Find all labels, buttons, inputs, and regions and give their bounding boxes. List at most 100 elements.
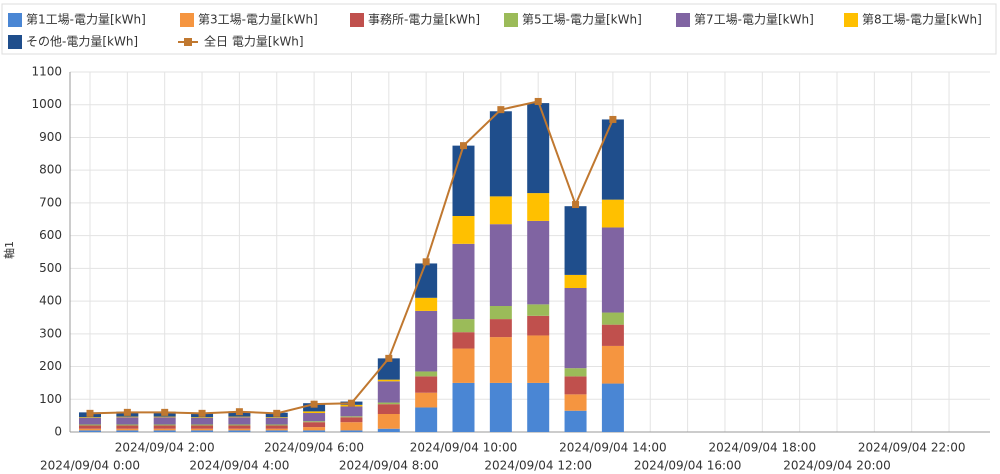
y-axis-label: 軸1 <box>2 241 16 259</box>
bar-segment <box>191 430 214 432</box>
bar-segment <box>116 424 139 426</box>
bar-segment <box>377 379 400 382</box>
bar-segment <box>415 376 438 393</box>
y-tick-label: 500 <box>39 261 62 275</box>
y-tick-label: 600 <box>39 228 62 242</box>
bar-segment <box>527 382 550 432</box>
x-tick-label: 2024/09/04 12:00 <box>484 459 592 473</box>
bar-segment <box>377 428 400 432</box>
line-marker <box>123 408 131 416</box>
bar-segment <box>452 348 475 383</box>
bar-segment <box>265 430 288 432</box>
bar-segment <box>452 332 475 349</box>
bar-segment <box>228 417 251 425</box>
legend-swatch <box>8 13 22 27</box>
bar-segment <box>79 430 101 432</box>
legend-label: 第5工場-電力量[kWh] <box>522 13 642 27</box>
bar-segment <box>303 430 326 432</box>
bar-segment <box>265 425 288 429</box>
bar-segment <box>153 416 176 418</box>
x-tick-label: 2024/09/04 14:00 <box>559 441 667 455</box>
bar-segment <box>228 425 251 429</box>
bar-segment <box>116 416 139 418</box>
bar-segment <box>527 335 550 383</box>
legend-swatch <box>504 13 518 27</box>
line-marker <box>310 400 318 408</box>
y-tick-label: 1100 <box>31 65 62 79</box>
bar-segment <box>452 382 475 432</box>
bar-segment <box>265 428 288 431</box>
bar-segment <box>489 111 512 197</box>
bar-segment <box>116 425 139 429</box>
bar-segment <box>79 424 101 426</box>
line-marker <box>385 354 393 362</box>
bar-segment <box>153 430 176 432</box>
line-marker <box>422 258 430 266</box>
bar-segment <box>153 417 176 425</box>
y-tick-label: 100 <box>39 392 62 406</box>
bar-segment <box>564 274 587 288</box>
bar-segment <box>489 306 512 320</box>
bar-segment <box>564 206 587 275</box>
bar-segment <box>527 193 550 221</box>
x-tick-label: 2024/09/04 0:00 <box>40 459 140 473</box>
bar-segment <box>601 312 624 325</box>
x-tick-label: 2024/09/04 22:00 <box>858 441 966 455</box>
bar-segment <box>79 417 101 418</box>
bar-segment <box>527 103 550 194</box>
bar-segment <box>377 414 400 429</box>
bar-segment <box>228 430 251 432</box>
legend-label: 全日 電力量[kWh] <box>204 34 304 49</box>
bar-segment <box>527 220 550 305</box>
y-tick-label: 900 <box>39 130 62 144</box>
bar-segment <box>415 310 438 372</box>
bar-segment <box>377 381 400 403</box>
bar-segment <box>377 404 400 414</box>
bar-segment <box>191 417 214 425</box>
line-marker <box>235 408 243 416</box>
bar-segment <box>601 383 624 432</box>
line-marker <box>161 408 169 416</box>
bar-segment <box>116 430 139 432</box>
bar-segment <box>153 428 176 431</box>
bar-segment <box>340 406 363 417</box>
y-tick-label: 200 <box>39 359 62 373</box>
bar-segment <box>191 425 214 429</box>
x-tick-label: 2024/09/04 6:00 <box>264 441 364 455</box>
bar-segment <box>265 424 288 426</box>
bar-segment <box>452 216 475 244</box>
x-tick-label: 2024/09/04 18:00 <box>709 441 817 455</box>
bar-segment <box>340 416 363 418</box>
bar-segment <box>527 315 550 336</box>
line-marker <box>347 399 355 407</box>
bar-segment <box>601 119 624 200</box>
bar-segment <box>116 428 139 431</box>
x-tick-label: 2024/09/04 20:00 <box>783 459 891 473</box>
bar-segment <box>228 424 251 426</box>
bar-segment <box>228 416 251 418</box>
legend-marker <box>184 38 192 46</box>
bar-segment <box>489 196 512 225</box>
bar-segment <box>415 263 438 298</box>
bar-segment <box>79 417 101 425</box>
bar-segment <box>415 407 438 432</box>
bar-segment <box>601 199 624 228</box>
bar-segment <box>303 427 326 431</box>
line-marker <box>534 97 542 105</box>
y-tick-label: 400 <box>39 294 62 308</box>
legend-label: 第1工場-電力量[kWh] <box>26 13 146 27</box>
bar-segment <box>153 425 176 429</box>
bar-segment <box>191 417 214 418</box>
bar-segment <box>415 297 438 311</box>
bar-segment <box>415 392 438 408</box>
bar-segment <box>489 337 512 383</box>
y-tick-label: 1000 <box>31 97 62 111</box>
legend-label: 第7工場-電力量[kWh] <box>694 13 814 27</box>
bar-segment <box>452 319 475 333</box>
legend-swatch <box>844 13 858 27</box>
bar-segment <box>489 382 512 432</box>
bar-segment <box>265 417 288 425</box>
bar-segment <box>452 145 475 216</box>
x-tick-label: 2024/09/04 4:00 <box>189 459 289 473</box>
bar-segment <box>601 345 624 384</box>
